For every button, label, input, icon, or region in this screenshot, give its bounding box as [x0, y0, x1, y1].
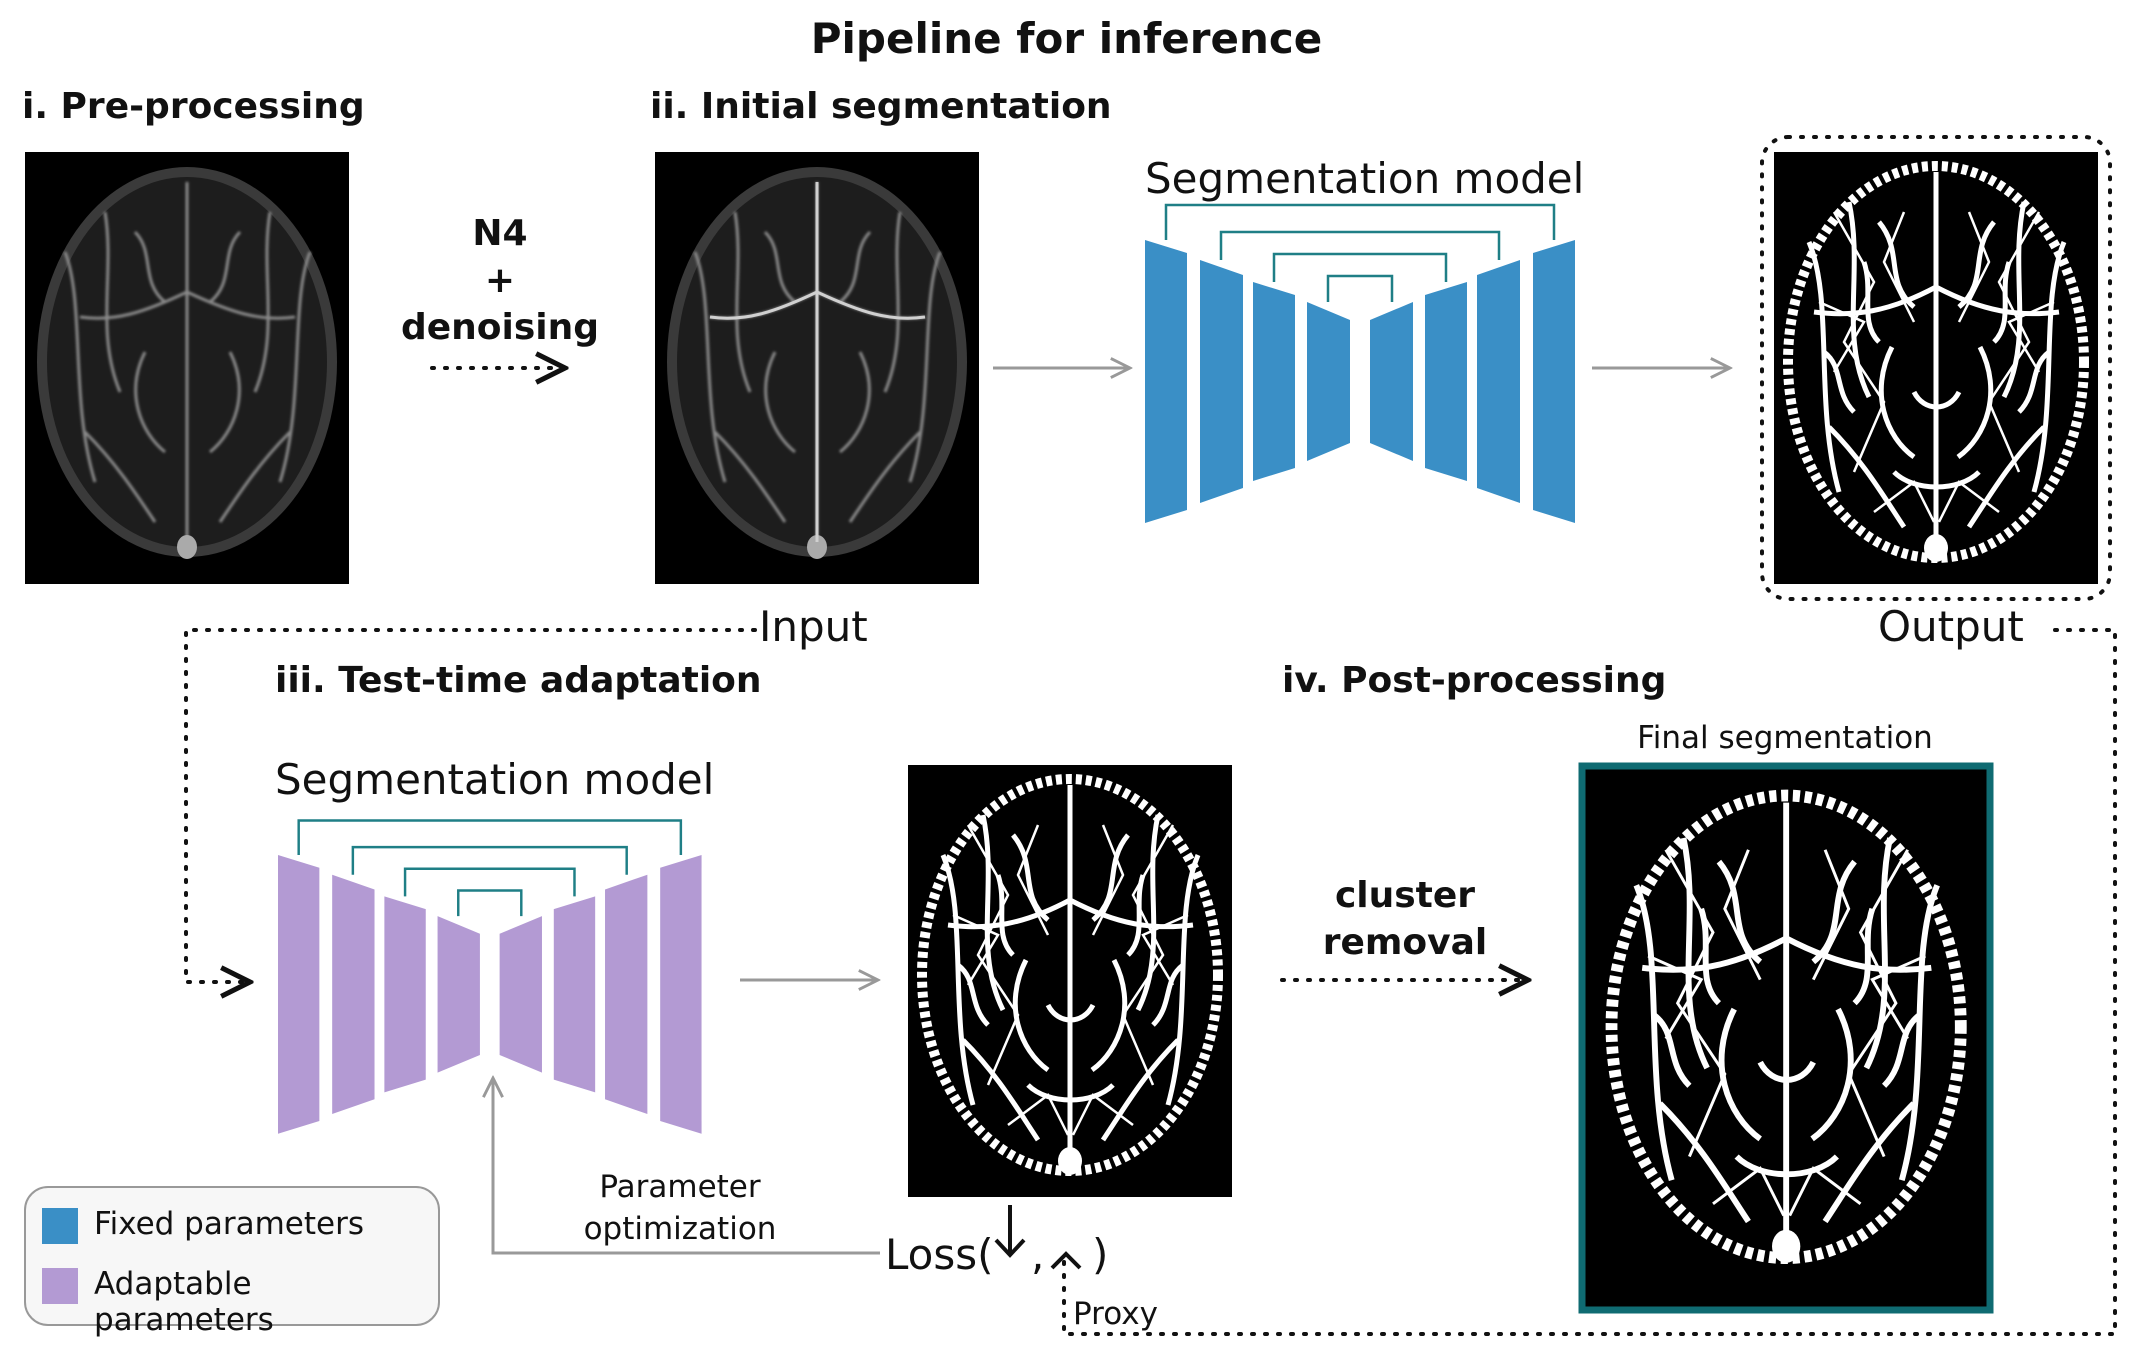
- cluster-removal-label: cluster removal: [1290, 872, 1520, 966]
- encoder-block-2: [332, 874, 375, 1115]
- encoder-block-3: [1253, 282, 1295, 481]
- n4-line: N4: [472, 213, 528, 254]
- stage-post-processing: iv. Post-processing: [1282, 660, 1667, 701]
- raw-mra-image: [25, 152, 349, 584]
- decoder-block-4: [1533, 240, 1575, 523]
- decoder-block-3: [605, 874, 648, 1115]
- stage-initial-segmentation: ii. Initial segmentation: [650, 86, 1112, 127]
- adapted-output-image: [908, 765, 1232, 1197]
- up-chevron-icon: [1050, 1251, 1082, 1270]
- decoder-block-4: [660, 855, 702, 1134]
- fixed-swatch: [42, 1208, 78, 1244]
- skip-connection-2: [1219, 230, 1501, 260]
- skip-connection-2: [351, 845, 628, 875]
- loss-open: Loss(: [885, 1230, 994, 1279]
- parameter-optimization-arrow: [493, 1078, 880, 1255]
- output-dotted-connector: [1062, 628, 2117, 1336]
- segmentation-model-label-bottom: Segmentation model: [275, 755, 715, 804]
- final-segmentation-label: Final segmentation: [1637, 720, 1933, 756]
- encoder-block-4: [437, 916, 480, 1073]
- initial-output-image: [1774, 152, 2098, 584]
- encoder-block-1: [278, 855, 320, 1134]
- decoder-block-1: [1370, 302, 1413, 461]
- stage-test-time-adaptation: iii. Test-time adaptation: [275, 660, 762, 701]
- optimization-line: optimization: [583, 1211, 777, 1247]
- final-segmentation-image: [1578, 762, 1994, 1314]
- output-dotted-frame: [1760, 135, 2112, 601]
- loss-close: ): [1092, 1230, 1109, 1279]
- adaptable-swatch: [42, 1268, 78, 1304]
- stage-pre-processing: i. Pre-processing: [22, 86, 365, 127]
- proxy-label: Proxy: [1073, 1296, 1158, 1332]
- skip-connection-3: [403, 867, 576, 897]
- n4-denoising-label: N4 + denoising: [380, 210, 620, 351]
- denoised-mra-image: [655, 152, 979, 584]
- decoder-block-1: [499, 916, 542, 1073]
- skip-connection-4: [457, 889, 523, 917]
- denoising-line: denoising: [400, 307, 600, 348]
- loss-comma: ,: [1031, 1230, 1045, 1279]
- adaptable-parameters-label: Adaptable parameters: [94, 1266, 274, 1338]
- input-dotted-connector: [184, 628, 757, 982]
- legend: Fixed parameters Adaptable parameters: [24, 1186, 440, 1338]
- encoder-block-4: [1307, 302, 1350, 461]
- removal-line: removal: [1322, 922, 1488, 963]
- parameter-line: Parameter: [599, 1169, 761, 1205]
- page-title: Pipeline for inference: [810, 14, 1323, 63]
- segmentation-model-fixed: [1145, 203, 1575, 523]
- fixed-parameters-label: Fixed parameters: [94, 1206, 364, 1242]
- skip-connection-3: [1272, 252, 1448, 282]
- decoder-block-2: [1425, 282, 1467, 481]
- cluster-line: cluster: [1334, 875, 1476, 916]
- skip-connection-4: [1326, 274, 1394, 302]
- encoder-block-2: [1200, 260, 1243, 503]
- skip-connection-1: [297, 819, 683, 855]
- decoder-block-2: [553, 896, 596, 1093]
- input-label: Input: [759, 602, 868, 651]
- segmentation-model-adaptable: [278, 819, 702, 1134]
- encoder-block-1: [1145, 240, 1187, 523]
- segmentation-model-label-top: Segmentation model: [1145, 154, 1585, 203]
- skip-connection-1: [1164, 203, 1556, 240]
- decoder-block-3: [1477, 260, 1520, 503]
- parameter-optimization-label: Parameter optimization: [560, 1166, 800, 1250]
- down-arrow-icon: [994, 1205, 1026, 1258]
- plus-line: +: [484, 260, 516, 301]
- encoder-block-3: [384, 896, 426, 1093]
- output-label: Output: [1878, 602, 2024, 651]
